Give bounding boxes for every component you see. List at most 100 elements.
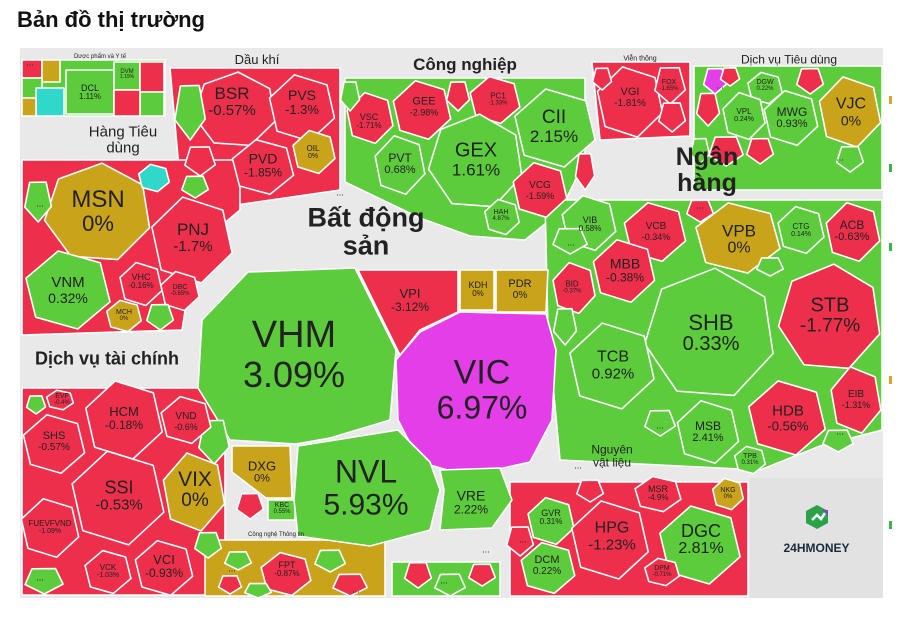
cell-eib[interactable] bbox=[830, 366, 882, 434]
cell-bank-c[interactable] bbox=[644, 409, 677, 437]
cell-pharma-f[interactable] bbox=[139, 91, 165, 117]
cell-vhc[interactable] bbox=[119, 261, 163, 307]
cell-cg-b[interactable] bbox=[23, 181, 53, 223]
cell-ssi[interactable] bbox=[71, 450, 165, 546]
cell-oil-a[interactable] bbox=[174, 84, 207, 141]
cell-gee[interactable] bbox=[392, 79, 452, 141]
cell-it-d[interactable] bbox=[332, 573, 368, 597]
cell-oil-b[interactable] bbox=[184, 146, 217, 177]
cell-pdr[interactable] bbox=[495, 269, 549, 313]
cell-fuevfvnd[interactable] bbox=[20, 497, 80, 559]
cell-cs-b[interactable] bbox=[695, 92, 721, 127]
cell-tcb[interactable] bbox=[569, 322, 655, 410]
cell-msr[interactable] bbox=[634, 475, 682, 513]
cell-nkg[interactable] bbox=[711, 477, 745, 511]
cell-fs-a[interactable] bbox=[24, 567, 64, 595]
cell-pharma-d[interactable] bbox=[35, 87, 65, 117]
cell-evf[interactable] bbox=[45, 389, 75, 411]
cell-vci[interactable] bbox=[134, 539, 194, 597]
cell-it-c[interactable] bbox=[314, 549, 347, 573]
cell-vnd[interactable] bbox=[160, 395, 212, 445]
cell-cg-d[interactable] bbox=[180, 175, 210, 199]
cell-misc-a[interactable] bbox=[403, 561, 433, 589]
cell-oil[interactable] bbox=[292, 129, 336, 175]
cell-mbb[interactable] bbox=[592, 238, 656, 304]
cell-gex[interactable] bbox=[427, 113, 523, 208]
cell-misc-c[interactable] bbox=[467, 563, 497, 587]
cell-cg-c[interactable] bbox=[145, 303, 175, 331]
cell-dxg[interactable] bbox=[231, 445, 293, 499]
cell-fs-c[interactable] bbox=[25, 395, 47, 415]
cell-re-b[interactable] bbox=[235, 492, 265, 520]
cell-mwg[interactable] bbox=[763, 89, 819, 147]
cell-kdh[interactable] bbox=[459, 269, 495, 311]
cell-nvl[interactable] bbox=[293, 429, 441, 547]
cell-dgc[interactable] bbox=[659, 505, 741, 585]
cell-bid[interactable] bbox=[552, 261, 596, 315]
cell-vpl[interactable] bbox=[722, 91, 766, 141]
cell-dgw[interactable] bbox=[747, 71, 783, 105]
cell-pharma-b[interactable] bbox=[41, 59, 61, 83]
cell-it-b[interactable] bbox=[217, 575, 243, 595]
cell-pnj[interactable] bbox=[151, 196, 233, 284]
cell-acb[interactable] bbox=[825, 201, 881, 263]
cell-pharma-g[interactable] bbox=[113, 89, 141, 117]
cell-cs-e[interactable] bbox=[795, 67, 825, 95]
cell-ind-c[interactable] bbox=[574, 152, 596, 191]
cell-hpg[interactable] bbox=[570, 500, 650, 580]
cell-cs-c[interactable] bbox=[708, 136, 744, 167]
cell-gvr[interactable] bbox=[527, 496, 575, 546]
market-heatmap[interactable]: DCL 1.11% DVM 1.19% BSR -0.57% PVS -1.3% OIL 0% PV… bbox=[20, 48, 883, 598]
cell-bank-f[interactable] bbox=[755, 257, 785, 277]
cell-hah[interactable] bbox=[484, 198, 520, 236]
cell-dbc[interactable] bbox=[160, 270, 200, 312]
cell-bank-d[interactable] bbox=[822, 429, 855, 453]
cell-vnm[interactable] bbox=[25, 250, 111, 330]
cell-msn[interactable] bbox=[43, 162, 151, 261]
cell-vhm[interactable] bbox=[197, 267, 397, 445]
cell-mat-b[interactable] bbox=[505, 526, 535, 557]
cell-fpt[interactable] bbox=[260, 551, 312, 597]
cell-vck[interactable] bbox=[84, 549, 132, 595]
cell-cs-h[interactable] bbox=[835, 145, 865, 173]
cell-pc1[interactable] bbox=[469, 75, 521, 125]
cell-tel-b[interactable] bbox=[591, 67, 613, 91]
cell-dpm[interactable] bbox=[644, 557, 680, 587]
cell-vic[interactable] bbox=[395, 311, 557, 477]
cell-shs[interactable] bbox=[22, 413, 86, 475]
cell-vcg[interactable] bbox=[512, 161, 568, 219]
cell-tel-a[interactable] bbox=[657, 102, 687, 133]
cell-hdb[interactable] bbox=[747, 380, 827, 456]
cell-dcm[interactable] bbox=[520, 541, 576, 595]
cell-kbc[interactable] bbox=[267, 499, 296, 521]
cell-bank-e[interactable] bbox=[552, 307, 578, 346]
cell-mch[interactable] bbox=[106, 299, 142, 333]
cell-pharma-h[interactable] bbox=[21, 97, 37, 117]
cell-it-e[interactable] bbox=[243, 582, 273, 598]
cell-bank-b[interactable] bbox=[685, 199, 715, 223]
cell-msb[interactable] bbox=[676, 399, 740, 465]
cell-misc-b[interactable] bbox=[434, 573, 467, 597]
cell-ind-b[interactable] bbox=[339, 81, 361, 112]
cell-cs-d[interactable] bbox=[745, 137, 775, 165]
cell-cs-f[interactable] bbox=[719, 67, 741, 87]
cell-vsc[interactable] bbox=[346, 91, 394, 145]
cell-vgi[interactable] bbox=[596, 66, 664, 138]
cell-mat-a[interactable] bbox=[575, 479, 605, 503]
cell-vpi[interactable] bbox=[357, 269, 459, 356]
cell-fs-b[interactable] bbox=[193, 531, 223, 559]
cell-pvt[interactable] bbox=[374, 134, 426, 196]
cell-it-a[interactable] bbox=[223, 551, 253, 571]
cell-bank-a[interactable] bbox=[552, 227, 588, 255]
cell-ind-a[interactable] bbox=[445, 81, 471, 112]
cell-shb[interactable] bbox=[643, 267, 774, 397]
cell-pvd[interactable] bbox=[231, 138, 295, 196]
cell-vix[interactable] bbox=[162, 452, 226, 532]
cell-tpb[interactable] bbox=[733, 445, 767, 475]
cell-cs-g[interactable] bbox=[689, 137, 711, 165]
cell-cii[interactable] bbox=[514, 88, 596, 168]
cell-ctg[interactable] bbox=[777, 205, 825, 255]
cell-cg-a[interactable] bbox=[137, 163, 171, 193]
cell-vre[interactable] bbox=[439, 467, 513, 531]
cell-stb[interactable] bbox=[777, 263, 881, 370]
